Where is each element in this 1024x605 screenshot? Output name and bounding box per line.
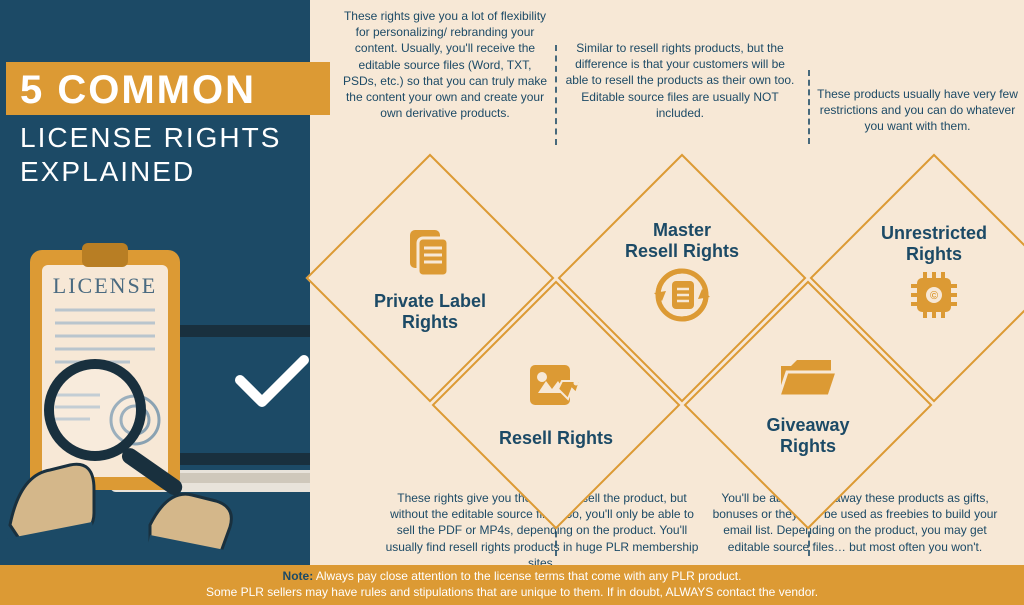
- price-tag-icon: [526, 361, 586, 422]
- note-label: Note:: [283, 569, 314, 583]
- connector-line: [808, 70, 810, 144]
- desc-unr: These products usually have very few res…: [815, 86, 1020, 135]
- diamond-label: Resell Rights: [499, 428, 613, 449]
- desc-gar: You'll be able to give away these produc…: [710, 490, 1000, 555]
- desc-plr: These rights give you a lot of flexibili…: [340, 8, 550, 121]
- subtitle-line-1: LICENSE RIGHTS: [20, 122, 281, 153]
- diamond-label: Giveaway Rights: [766, 415, 849, 456]
- cycle-document-icon: [650, 265, 714, 330]
- connector-line: [555, 45, 557, 145]
- diamond-label: Master Resell Rights: [625, 220, 739, 261]
- left-panel: 5 COMMON LICENSE RIGHTS EXPLAINED: [0, 0, 310, 565]
- folder-icon: [777, 354, 839, 409]
- license-word: LICENSE: [53, 273, 157, 298]
- infographic-stage: 5 COMMON LICENSE RIGHTS EXPLAINED: [0, 0, 1024, 605]
- note-line-1: Always pay close attention to the licens…: [313, 569, 741, 583]
- documents-icon: [402, 224, 458, 285]
- headline: 5 COMMON: [0, 62, 330, 115]
- title-block: 5 COMMON LICENSE RIGHTS EXPLAINED: [0, 62, 330, 188]
- desc-mrr: Similar to resell rights products, but t…: [565, 40, 795, 121]
- footer-note: Note: Always pay close attention to the …: [0, 565, 1024, 605]
- subtitle: LICENSE RIGHTS EXPLAINED: [0, 115, 330, 188]
- license-illustration: LICENSE: [0, 195, 310, 565]
- chip-icon: ©: [907, 268, 961, 327]
- diamond-label: Unrestricted Rights: [881, 223, 987, 264]
- subtitle-line-2: EXPLAINED: [20, 156, 195, 187]
- svg-text:©: ©: [930, 290, 938, 302]
- note-line-2: Some PLR sellers may have rules and stip…: [0, 585, 1024, 601]
